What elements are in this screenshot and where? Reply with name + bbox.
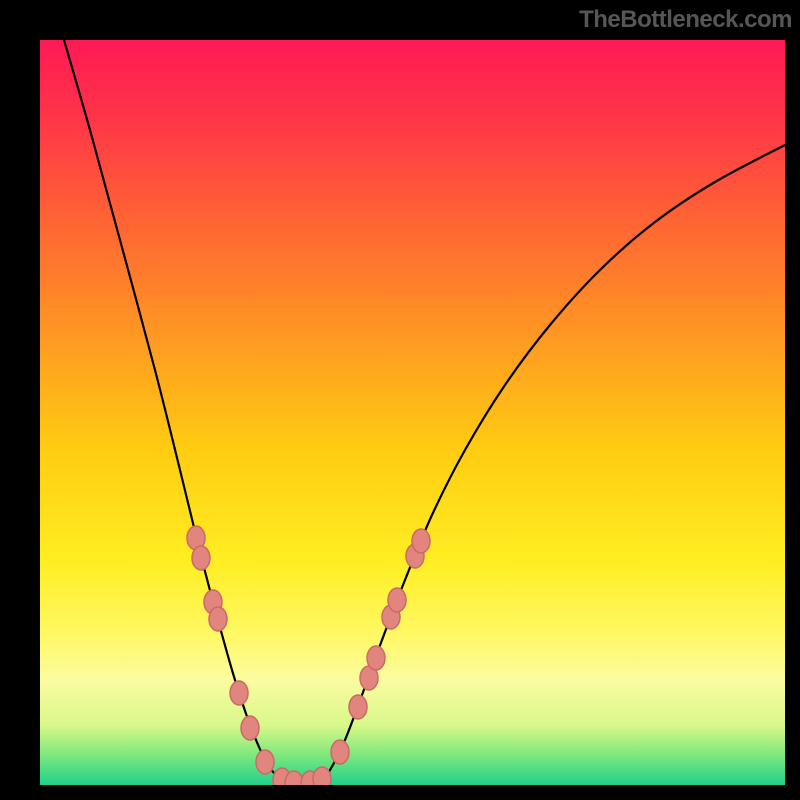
watermark-text: TheBottleneck.com [579, 6, 792, 34]
data-marker [388, 588, 406, 612]
data-marker [313, 767, 331, 791]
data-marker [349, 695, 367, 719]
data-marker [256, 750, 274, 774]
bottleneck-v-chart [0, 0, 800, 800]
data-marker [367, 646, 385, 670]
data-marker [331, 740, 349, 764]
data-marker [209, 607, 227, 631]
data-marker [412, 529, 430, 553]
chart-container: TheBottleneck.com [0, 0, 800, 800]
data-marker [192, 546, 210, 570]
plot-background [40, 40, 785, 785]
data-marker [241, 716, 259, 740]
data-marker [230, 681, 248, 705]
